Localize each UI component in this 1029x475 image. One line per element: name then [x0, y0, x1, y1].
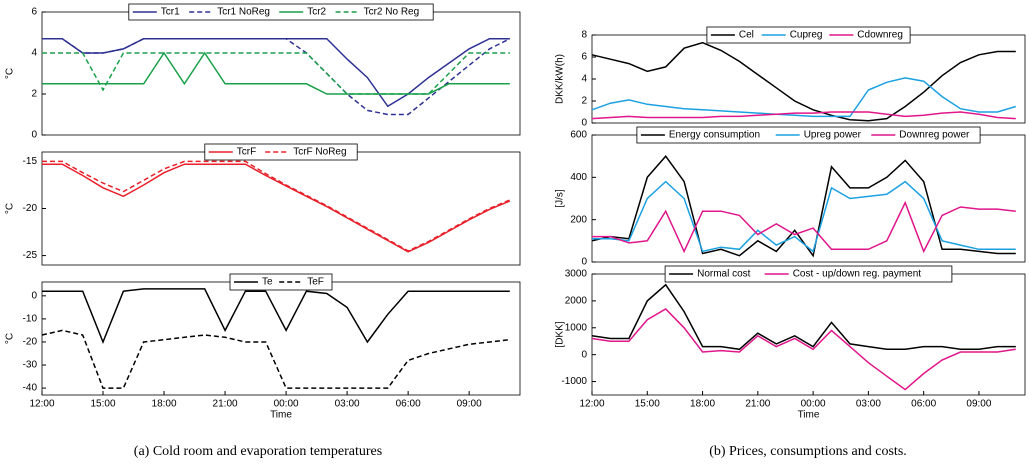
legend-label: Cost - up/down reg. payment	[793, 269, 922, 280]
y-tick-label: 0	[31, 130, 37, 141]
y-axis-label: [J/s]	[555, 189, 566, 208]
x-tick-label: 03:00	[335, 399, 360, 410]
x-tick-label: 15:00	[91, 399, 116, 410]
x-tick-label: 21:00	[213, 399, 238, 410]
x-tick-label: 12:00	[29, 399, 54, 410]
y-tick-label: 200	[570, 214, 587, 225]
legend-label: Tcr2	[307, 7, 326, 18]
legend-label: Tcr2 No Reg	[364, 7, 420, 18]
series-line	[591, 283, 1016, 351]
y-tick-label: 400	[570, 172, 587, 183]
y-tick-label: 2	[31, 89, 37, 100]
y-tick-label: -20	[23, 203, 38, 214]
caption: (b) Prices, consumptions and costs.	[709, 444, 907, 459]
legend-label: Downreg power	[899, 130, 970, 141]
series-line	[42, 163, 511, 253]
series-line	[42, 51, 510, 95]
series-line	[42, 37, 511, 116]
series-line	[41, 329, 510, 389]
series-line	[591, 111, 1016, 120]
x-tick-label: 09:00	[966, 399, 991, 410]
y-tick-label: 6	[31, 7, 37, 18]
y-tick-label: 0	[581, 118, 587, 129]
legend-box	[204, 143, 358, 161]
x-tick-label: 06:00	[396, 399, 421, 410]
series-line	[591, 77, 1017, 118]
legend-label: Upreg power	[804, 130, 862, 141]
y-axis-label: °C	[5, 203, 16, 214]
y-tick-label: 0	[581, 257, 587, 268]
x-axis-label: Time	[798, 410, 820, 421]
legend-label: TcrF	[237, 147, 256, 158]
y-tick-label: 1000	[565, 322, 588, 333]
series-line	[592, 200, 1016, 254]
y-axis-label: DKK/kW(h)	[555, 54, 566, 104]
x-tick-label: 18:00	[152, 399, 177, 410]
legend-label: Tcr1	[161, 7, 180, 18]
x-tick-label: 12:00	[579, 399, 604, 410]
x-tick-label: 18:00	[690, 399, 715, 410]
series-line	[42, 52, 510, 95]
x-tick-label: 09:00	[457, 399, 482, 410]
y-tick-label: 6	[581, 52, 587, 63]
y-axis-label: °C	[5, 333, 16, 344]
plot-frame	[591, 134, 1026, 263]
y-tick-label: 600	[570, 130, 587, 141]
series-line	[591, 308, 1016, 391]
legend-label: Te	[262, 277, 273, 288]
plot-frame	[591, 34, 1026, 124]
plot-frame	[41, 151, 521, 266]
legend-label: Normal cost	[697, 269, 751, 280]
legend-box	[706, 26, 911, 44]
legend-label: Cdownreg	[857, 30, 903, 41]
y-axis-label: [DKK]	[555, 321, 566, 347]
x-tick-label: 15:00	[635, 399, 660, 410]
y-tick-label: 0	[31, 290, 37, 301]
legend-label: TeF	[307, 277, 324, 288]
y-tick-label: 2000	[565, 296, 588, 307]
y-tick-label: 2	[581, 96, 587, 107]
legend-label: Cel	[739, 30, 754, 41]
legend-label: Energy consumption	[669, 130, 760, 141]
legend-label: Tcr1 NoReg	[217, 7, 270, 18]
y-tick-label: 4	[31, 48, 37, 59]
legend-label: Cupreg	[790, 30, 823, 41]
y-tick-label: 3000	[565, 269, 588, 280]
x-tick-label: 21:00	[745, 399, 770, 410]
y-tick-label: -15	[23, 156, 38, 167]
series-line	[42, 160, 511, 252]
x-tick-label: 06:00	[911, 399, 936, 410]
y-tick-label: -40	[23, 383, 38, 394]
x-axis-label: Time	[270, 410, 292, 421]
y-tick-label: -30	[23, 360, 38, 371]
y-tick-label: 8	[581, 30, 587, 41]
series-line	[42, 37, 510, 108]
y-tick-label: -1000	[561, 376, 587, 387]
legend-box	[636, 126, 981, 144]
y-tick-label: -20	[23, 337, 38, 348]
caption: (a) Cold room and evaporation temperatur…	[134, 444, 382, 459]
y-tick-label: -25	[23, 250, 38, 261]
y-tick-label: -10	[23, 314, 38, 325]
series-line	[42, 288, 510, 345]
x-tick-label: 00:00	[801, 399, 826, 410]
x-tick-label: 00:00	[274, 399, 299, 410]
legend-label: TcrF NoReg	[293, 147, 346, 158]
x-tick-label: 03:00	[856, 399, 881, 410]
series-line	[591, 154, 1016, 258]
series-line	[591, 41, 1016, 122]
y-tick-label: 0	[581, 349, 587, 360]
legend-box	[664, 265, 953, 283]
y-axis-label: °C	[5, 68, 16, 79]
series-line	[592, 180, 1016, 253]
y-tick-label: 4	[581, 74, 587, 85]
